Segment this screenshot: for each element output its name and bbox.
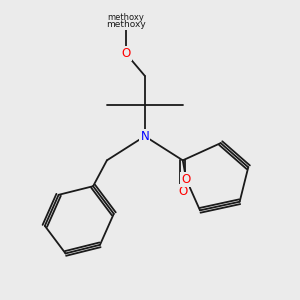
Text: methoxy: methoxy [107,14,144,22]
Text: O: O [178,185,188,198]
Text: N: N [140,130,149,143]
Text: O: O [121,47,130,60]
Text: O: O [182,173,191,186]
Text: methoxy: methoxy [106,20,146,28]
